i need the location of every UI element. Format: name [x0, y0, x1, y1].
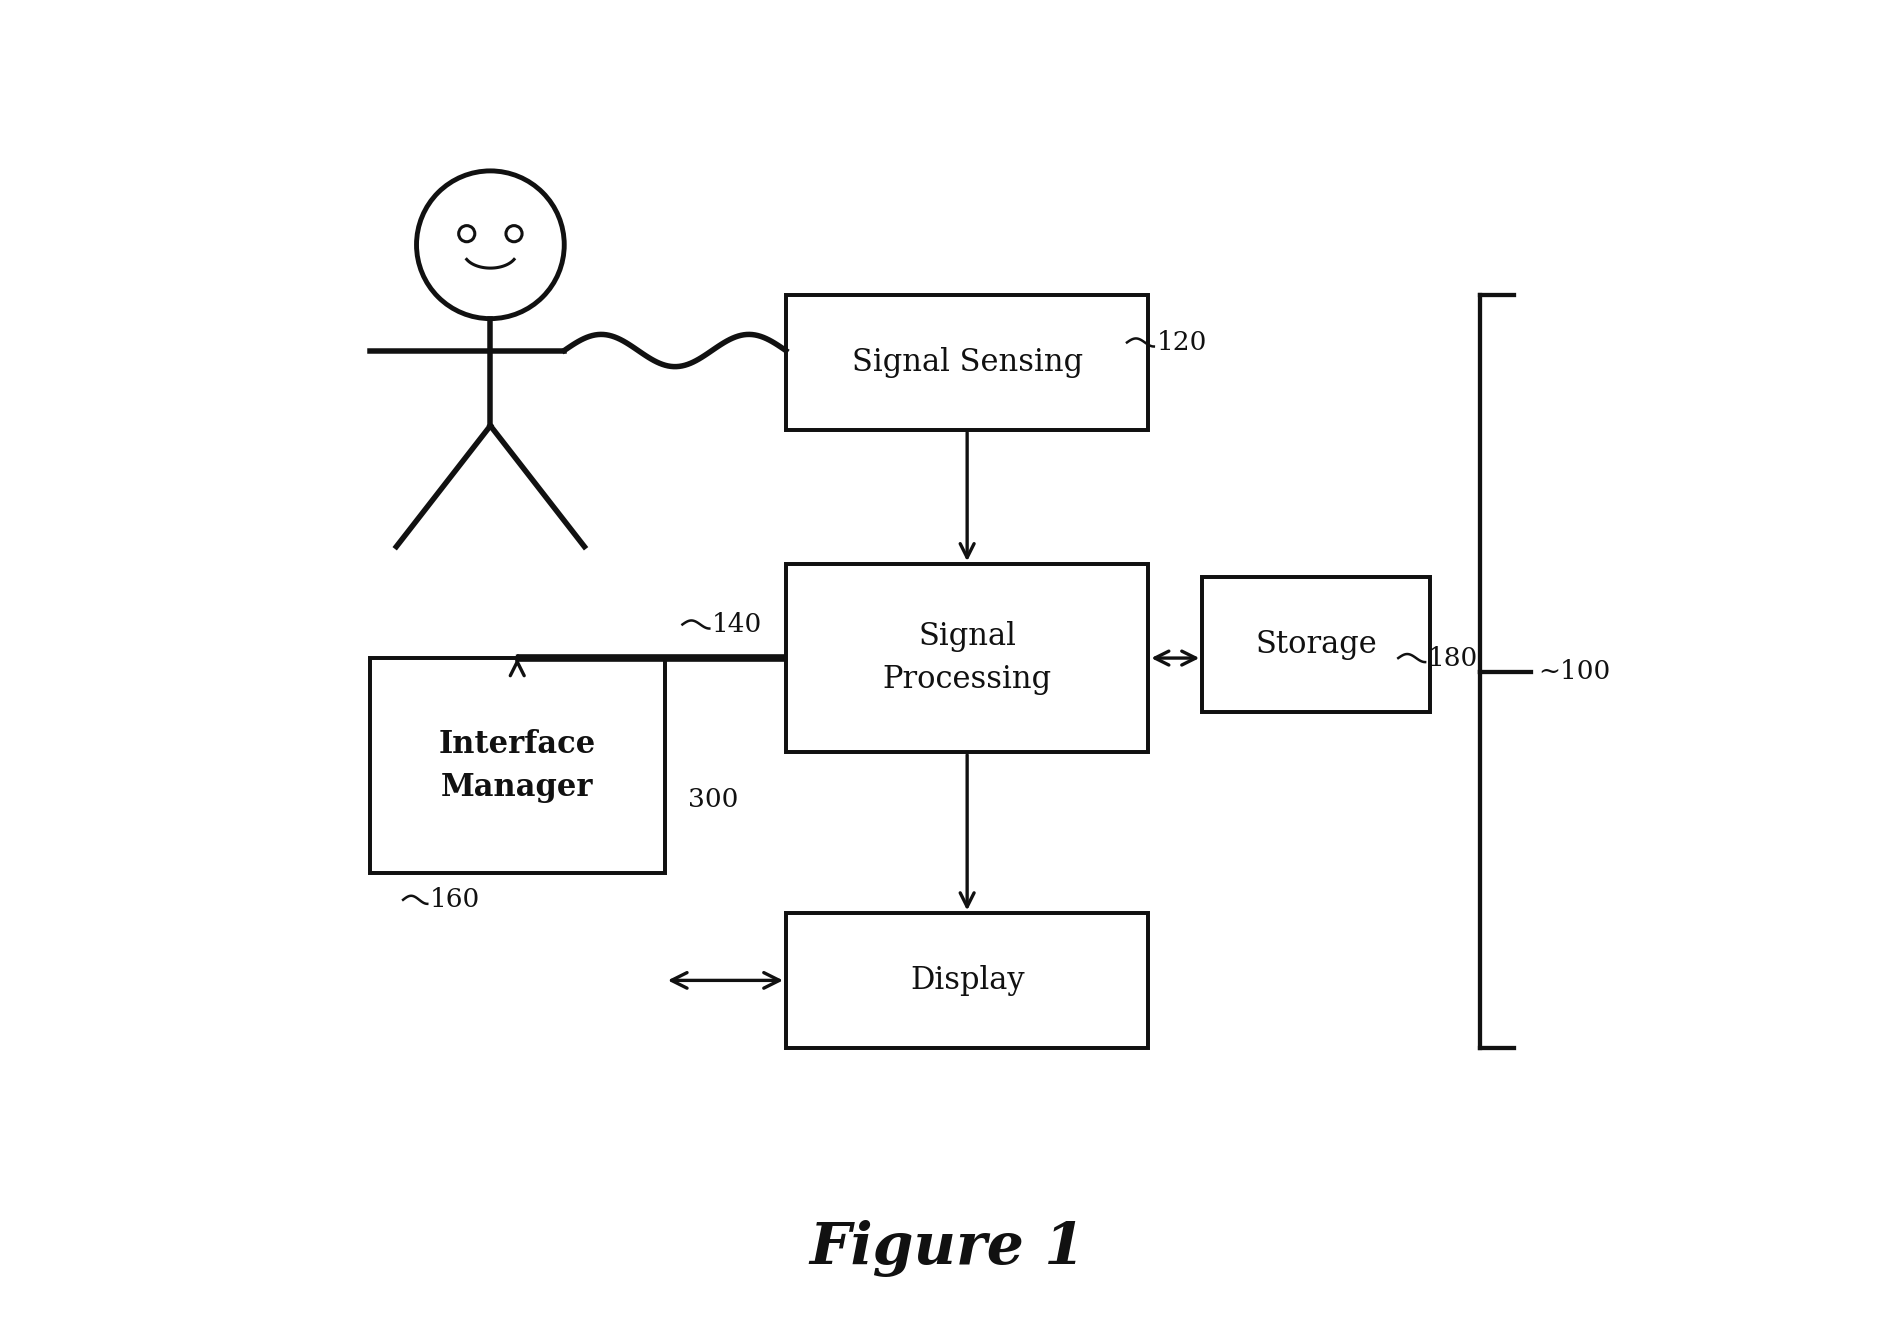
Bar [1203, 577, 1430, 712]
Text: Signal Sensing: Signal Sensing [852, 346, 1083, 379]
Bar [369, 658, 665, 873]
Text: 120: 120 [1157, 330, 1206, 355]
Text: 160: 160 [430, 888, 481, 912]
Text: Interface
Manager: Interface Manager [439, 728, 597, 803]
Text: ~100: ~100 [1538, 659, 1610, 684]
Bar [786, 564, 1148, 752]
Text: Signal
Processing: Signal Processing [883, 620, 1051, 696]
Text: Display: Display [909, 964, 1025, 997]
Text: 180: 180 [1428, 646, 1477, 670]
Text: 300: 300 [688, 787, 739, 811]
Text: Figure 1: Figure 1 [809, 1221, 1085, 1277]
Text: Storage: Storage [1256, 629, 1377, 661]
Bar [786, 295, 1148, 430]
Text: 140: 140 [712, 612, 761, 637]
Bar [786, 913, 1148, 1048]
